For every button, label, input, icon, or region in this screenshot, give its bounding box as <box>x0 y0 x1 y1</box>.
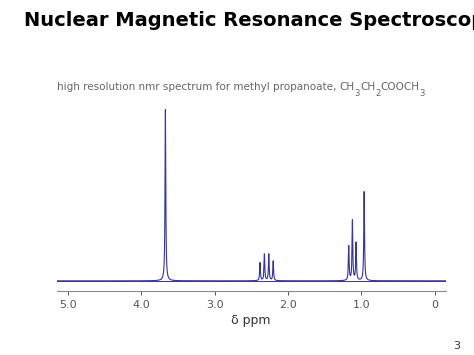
Text: CH: CH <box>339 82 355 92</box>
Text: CH: CH <box>360 82 375 92</box>
Text: 3: 3 <box>355 89 360 98</box>
X-axis label: δ ppm: δ ppm <box>231 314 271 327</box>
Text: 2: 2 <box>375 89 380 98</box>
Text: high resolution nmr spectrum for methyl propanoate,: high resolution nmr spectrum for methyl … <box>57 82 339 92</box>
Text: Nuclear Magnetic Resonance Spectroscopy: Nuclear Magnetic Resonance Spectroscopy <box>24 11 474 30</box>
Text: 3: 3 <box>453 342 460 351</box>
Text: COOCH: COOCH <box>380 82 419 92</box>
Text: 3: 3 <box>419 89 425 98</box>
